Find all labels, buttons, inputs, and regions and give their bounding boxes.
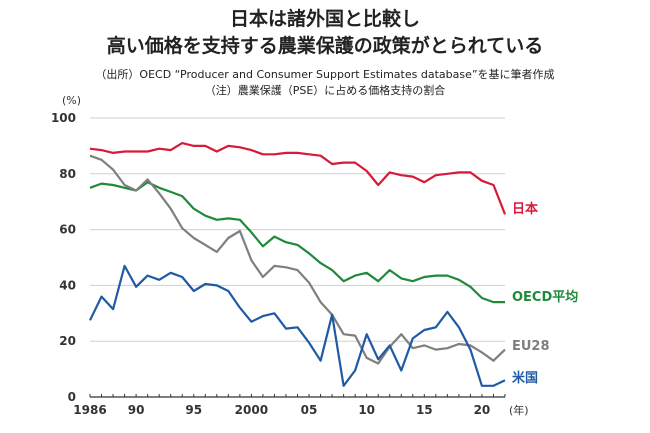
series-line-日本 <box>89 142 507 215</box>
chart-title: 日本は諸外国と比較し 高い価格を支持する農業保護の政策がとられている <box>0 6 650 60</box>
title-line-1: 日本は諸外国と比較し <box>229 8 420 30</box>
y-tick-label: 20 <box>59 334 76 348</box>
y-unit-label: (%) <box>62 94 81 107</box>
series-lines <box>89 142 507 387</box>
axes: 0 20 40 60 80 100 (%) 1986 90 95 2000 05 10 15 20 (年) <box>51 94 529 417</box>
x-tick-label: 1986 <box>73 403 106 417</box>
y-tick-label: 60 <box>59 223 76 237</box>
x-tick-label: 90 <box>128 403 145 417</box>
x-tick-label: 2000 <box>235 403 268 417</box>
x-tick-label: 95 <box>185 403 202 417</box>
x-tick-label: 15 <box>416 403 433 417</box>
y-tick-label: 40 <box>59 278 76 292</box>
y-tick-label: 100 <box>51 111 76 125</box>
series-label-日本: 日本 <box>512 201 538 217</box>
y-tick-label: 0 <box>68 390 76 404</box>
x-unit-label: (年) <box>509 403 529 417</box>
series-line-EU28 <box>89 154 506 365</box>
x-tick-label: 20 <box>474 403 491 417</box>
x-tick-label: 10 <box>358 403 375 417</box>
source-note: （出所）OECD “Producer and Consumer Support … <box>95 68 555 81</box>
series-labels: 日本 OECD平均 EU28 米国 <box>512 201 578 386</box>
title-line-2: 高い価格を支持する農業保護の政策がとられている <box>106 35 544 57</box>
series-label-OECD平均: OECD平均 <box>512 289 578 305</box>
series-line-OECD平均 <box>89 181 505 304</box>
series-line-米国 <box>89 264 506 387</box>
series-label-米国: 米国 <box>512 370 538 386</box>
y-tick-label: 80 <box>59 167 76 181</box>
x-tick-label: 05 <box>301 403 318 417</box>
footnote: （注）農業保護（PSE）に占める価格支持の割合 <box>204 84 446 97</box>
gridlines <box>90 117 505 342</box>
series-label-EU28: EU28 <box>512 339 550 354</box>
